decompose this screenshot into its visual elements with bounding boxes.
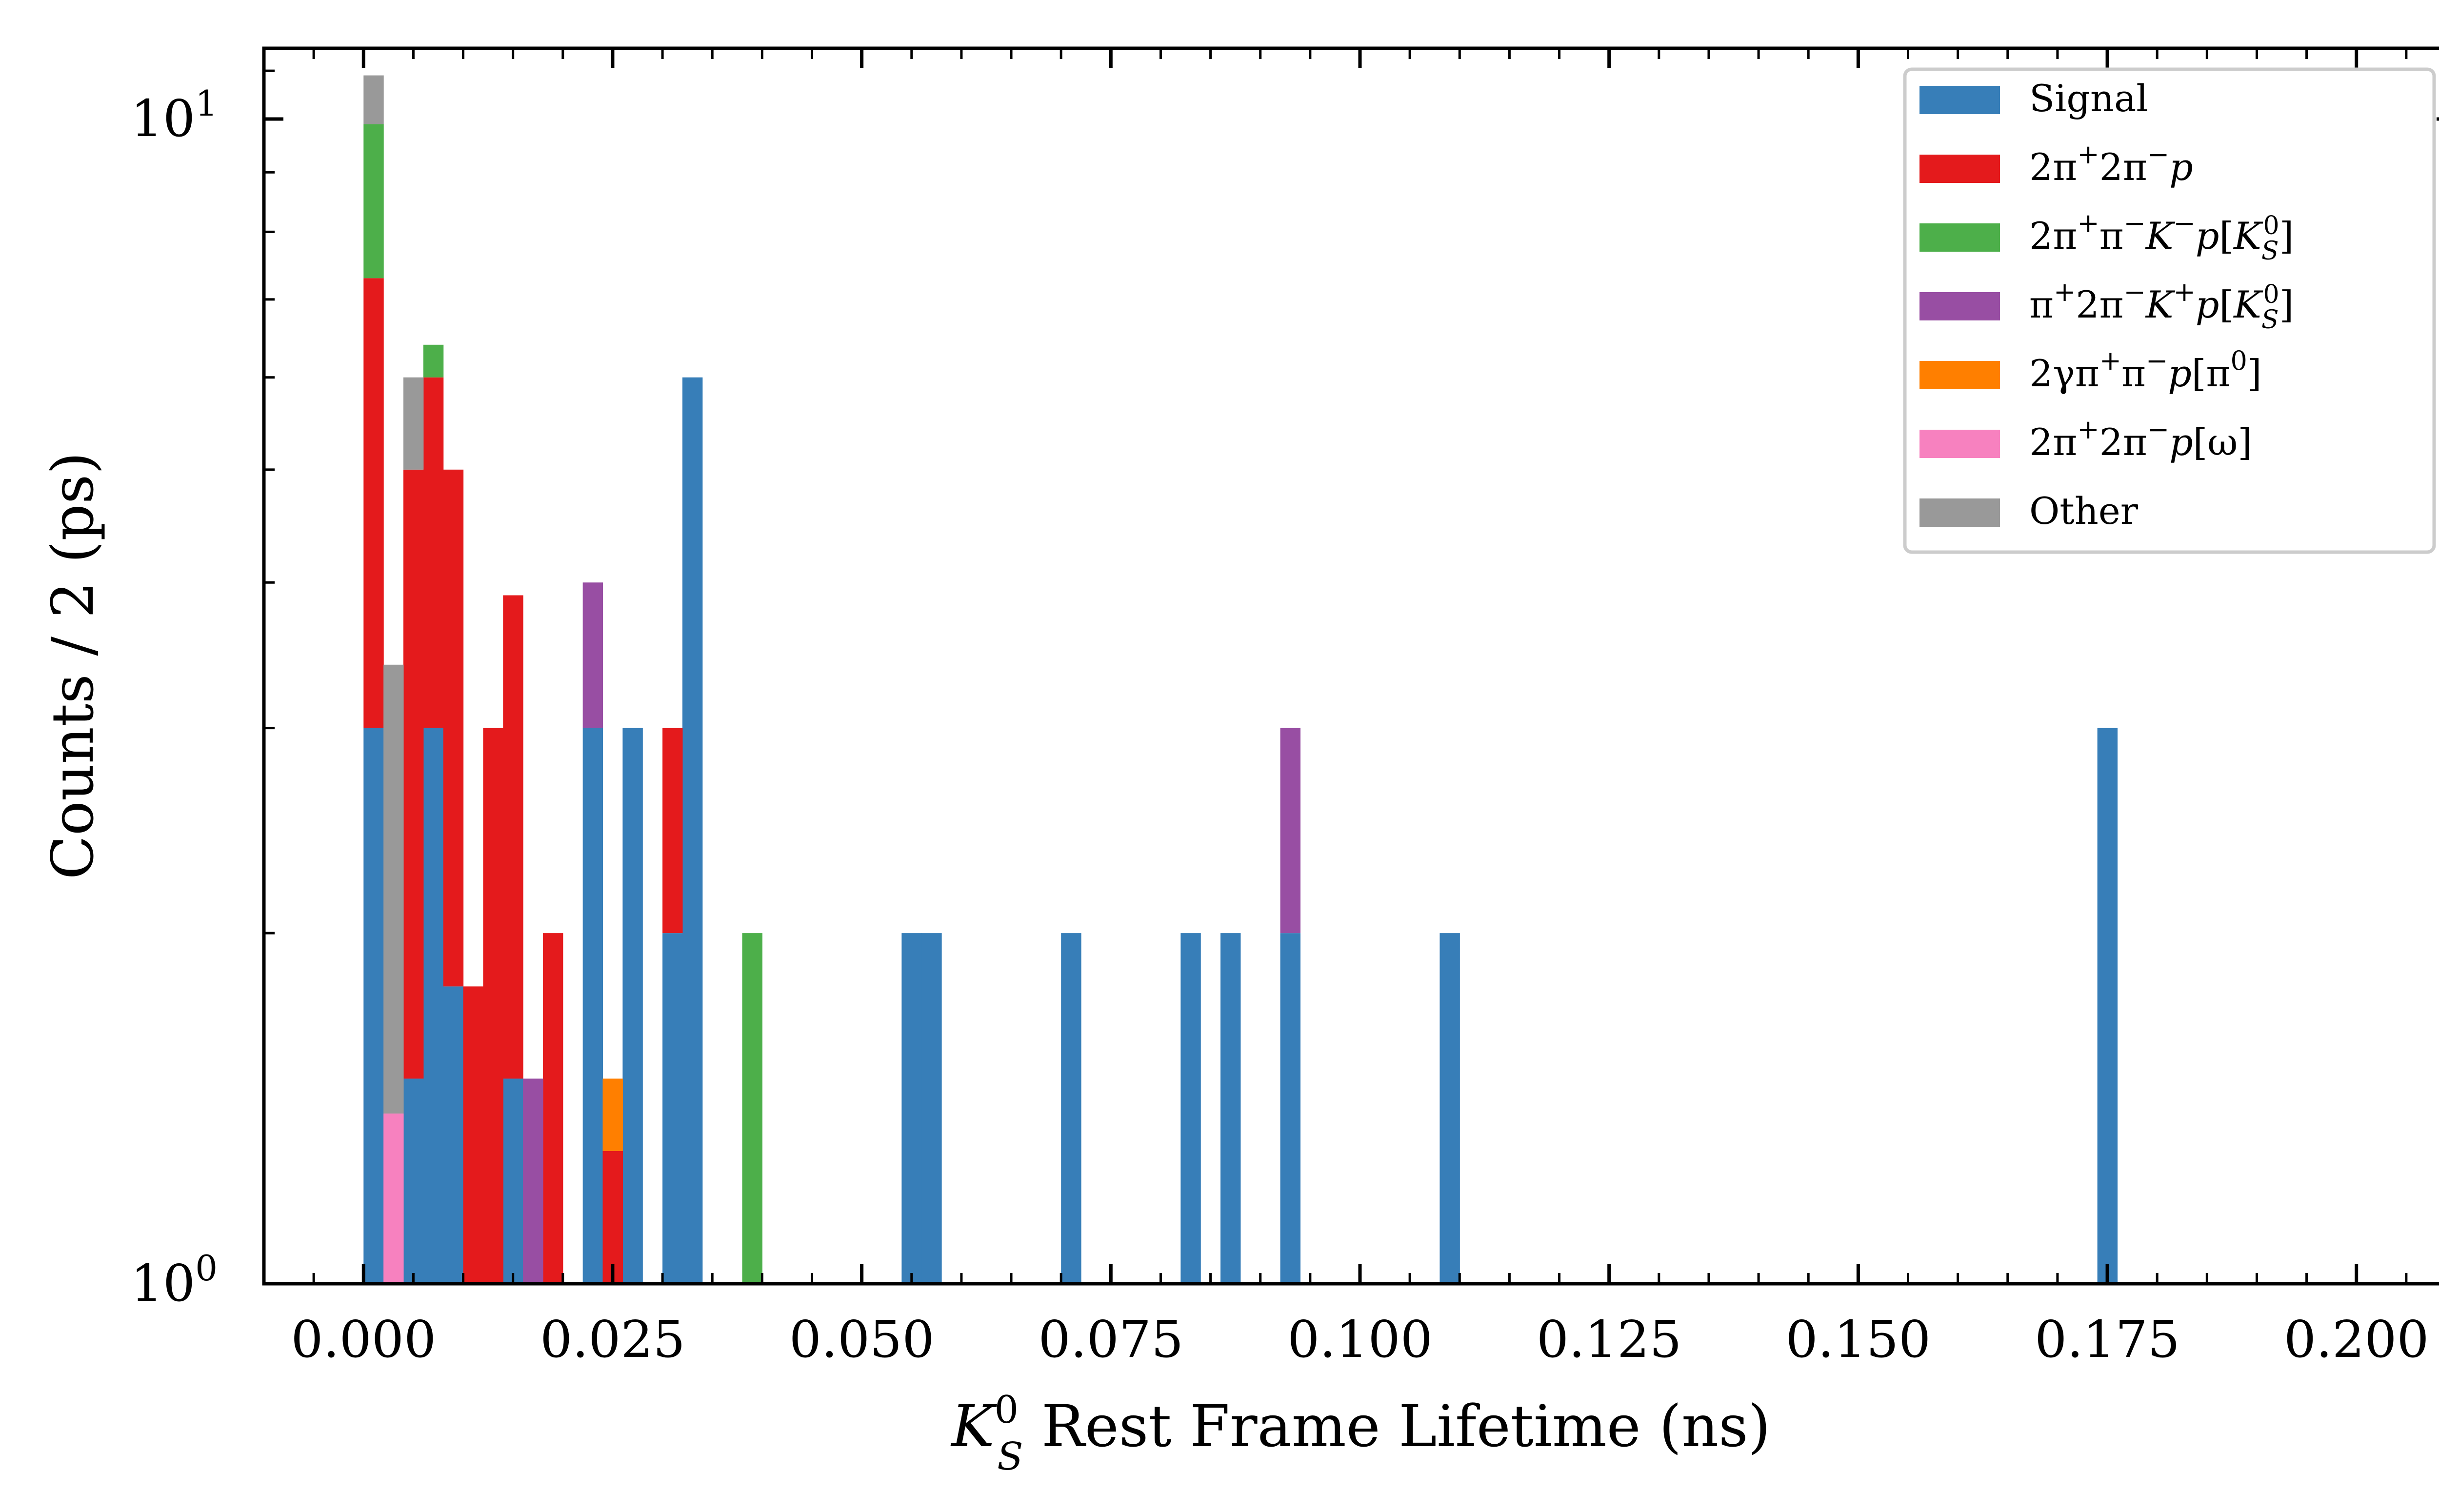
legend-label-signal: Signal	[2029, 77, 2148, 120]
bar-signal-0.0220	[582, 728, 603, 1284]
legend-swatch-signal	[1919, 86, 2000, 114]
bar-other-0.0020	[383, 664, 404, 1114]
y-tick-exponent: 1	[195, 83, 218, 124]
y-tick-label: 101	[131, 83, 218, 148]
bar-signal-0.0860	[1220, 933, 1241, 1284]
bar-signal-0.0080	[443, 986, 464, 1284]
bar-signal-0.0320	[682, 377, 703, 1284]
bar-other-0.0040	[403, 377, 424, 470]
x-axis-label-subscript: S	[997, 1435, 1023, 1479]
bar-signal-0.0140	[503, 1078, 523, 1284]
bar-signal-0.0540	[901, 933, 922, 1284]
bar-2-2-p-0.0140	[503, 595, 523, 1079]
axis-ticks	[262, 48, 2439, 1286]
bar-signal-0.0920	[1280, 933, 1301, 1284]
legend-swatch-2-k-p-k0s	[1919, 292, 2000, 320]
bar-2-2-p-0.0240	[602, 1151, 623, 1284]
x-axis-label-superscript: 0	[994, 1388, 1019, 1432]
legend-label-2-k-p-k0s: π+2π−K+p[KS0]	[2029, 277, 2294, 335]
bar-2-k-p-k0s-0.0160	[523, 1078, 543, 1284]
y-tick-label: 100	[131, 1248, 218, 1313]
legend-box	[1903, 67, 2436, 554]
bar-signal-0.1740	[2097, 728, 2118, 1284]
y-tick-exponent: 0	[195, 1248, 218, 1289]
x-tick-label: 0.125	[1537, 1310, 1682, 1369]
legend-label-2-2-p: 2π+2π−p	[2029, 139, 2193, 189]
legend-swatch-other	[1919, 498, 2000, 527]
bar-signal-0.0060	[423, 728, 444, 1284]
bar-signal-0.0820	[1180, 933, 1201, 1284]
x-tick-label: 0.075	[1038, 1310, 1183, 1369]
bar-2-2-p-0.0020	[383, 1114, 404, 1284]
x-tick-label: 0.175	[2035, 1310, 2180, 1369]
legend-swatch-2-2-p	[1919, 155, 2000, 183]
legend-swatch-2-2-p	[1919, 430, 2000, 458]
bar-2-k-p-k0s-0.0220	[582, 582, 603, 728]
bar-signal-0.1080	[1439, 933, 1460, 1284]
y-tick-labels: 100 101	[131, 83, 218, 1313]
x-tick-label: 0.100	[1287, 1310, 1433, 1369]
x-axis-label: K0 S Rest Frame Lifetime (ns)	[950, 1388, 1770, 1479]
bar-2-2-p-0.0300	[662, 728, 683, 934]
bar-2-k-p-k0s-0.0920	[1280, 728, 1301, 934]
bar-2-2-p-0.0080	[443, 469, 464, 987]
x-axis-label-symbol: K	[950, 1393, 997, 1460]
bar-signal-0.0000	[363, 728, 384, 1284]
x-tick-label: 0.200	[2284, 1310, 2429, 1369]
legend-label-2-k-p-k0s: 2π+π−K−p[KS0]	[2029, 208, 2294, 266]
bar-2-k-p-k0s-0.0060	[423, 344, 444, 378]
legend-swatch-2-p-0	[1919, 361, 2000, 389]
histogram-bars	[363, 75, 2118, 1284]
legend: Signal 2π+2π−p 2π+π−K−p[KS0] π+2π−K+p[KS0] 2…	[1903, 67, 2436, 554]
x-tick-label: 0.000	[291, 1310, 436, 1369]
x-axis-label-text: Rest Frame Lifetime (ns)	[1023, 1393, 1771, 1460]
x-tick-label: 0.150	[1785, 1310, 1931, 1369]
legend-label-2-2-p: 2π+2π−p[ω]	[2029, 414, 2252, 464]
bar-2-2-p-0.0100	[463, 986, 483, 1284]
bar-signal-0.0300	[662, 933, 683, 1284]
bar-2-k-p-k0s-0.0000	[363, 124, 384, 279]
bar-signal-0.0700	[1061, 933, 1081, 1284]
bar-other-0.0000	[363, 75, 384, 124]
x-tick-labels: 0.000 0.025 0.050 0.075 0.100 0.125 0.150 0.175…	[291, 1310, 2429, 1369]
legend-label-2-p-0: 2γπ+π−p[π0]	[2029, 345, 2261, 395]
legend-label-other: Other	[2029, 489, 2139, 533]
bar-signal-0.0040	[403, 1078, 424, 1284]
bar-signal-0.0560	[921, 933, 942, 1284]
x-tick-label: 0.025	[540, 1310, 685, 1369]
bar-signal-0.0260	[622, 728, 643, 1284]
bar-2-p-0-0.0240	[602, 1078, 623, 1151]
y-axis-label: Counts / 2 (ps)	[39, 452, 106, 880]
bar-2-2-p-0.0180	[542, 933, 563, 1284]
bar-2-k-p-k0s-0.0380	[742, 933, 762, 1284]
bar-2-2-p-0.0040	[403, 469, 424, 1079]
legend-swatch-2-k-p-k0s	[1919, 223, 2000, 252]
x-tick-label: 0.050	[789, 1310, 935, 1369]
bar-2-2-p-0.0000	[363, 278, 384, 728]
bar-2-2-p-0.0120	[483, 728, 503, 1284]
bar-2-2-p-0.0060	[423, 377, 444, 728]
